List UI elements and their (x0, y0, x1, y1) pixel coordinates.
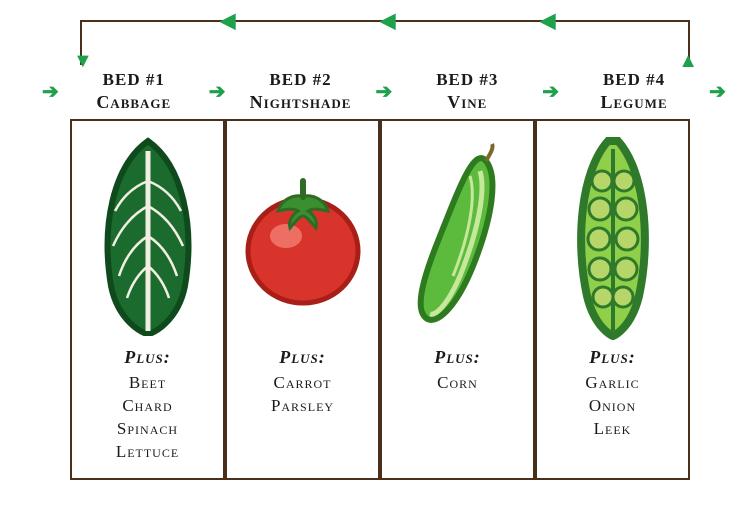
bed-family: Cabbage (63, 92, 205, 113)
bed-family: Vine (396, 92, 538, 113)
forward-arrow-icon: ➔ (209, 79, 226, 104)
list-item: Carrot (271, 372, 334, 395)
companion-list: Corn (437, 372, 478, 395)
return-arrow-icon: ◀ (540, 8, 555, 33)
list-item: Parsley (271, 395, 334, 418)
plus-label: Plus: (434, 347, 481, 368)
cucumber-icon (390, 131, 525, 341)
list-item: Onion (585, 395, 639, 418)
list-item: Corn (437, 372, 478, 395)
list-item: Chard (116, 395, 179, 418)
forward-arrow-icon: ➔ (709, 79, 726, 104)
up-arrow-icon: ▲ (678, 50, 698, 73)
peapod-icon (545, 131, 680, 341)
rotation-return-track: ◀ ◀ ◀ ▼ ▲ (70, 20, 690, 80)
list-item: Leek (585, 418, 639, 441)
list-item: Spinach (116, 418, 179, 441)
forward-arrow-icon: ➔ (542, 79, 559, 104)
bed-cell: Plus: Beet Chard Spinach Lettuce (72, 121, 225, 478)
forward-arrow-icon: ➔ (376, 79, 393, 104)
bed-cell: Plus: Carrot Parsley (225, 121, 380, 478)
list-item: Lettuce (116, 441, 179, 464)
down-arrow-icon: ▼ (73, 50, 93, 73)
list-item: Garlic (585, 372, 639, 395)
return-arrow-icon: ◀ (380, 8, 395, 33)
crop-rotation-diagram: ◀ ◀ ◀ ▼ ▲ ➔ BED #1 Cabbage ➔ BED #2 Nigh… (70, 20, 690, 480)
bed-family: Nightshade (230, 92, 372, 113)
forward-arrow-icon: ➔ (42, 79, 59, 104)
bed-cell: Plus: Corn (380, 121, 535, 478)
bed-family: Legume (563, 92, 705, 113)
list-item: Beet (116, 372, 179, 395)
companion-list: Garlic Onion Leek (585, 372, 639, 441)
bed-cell: Plus: Garlic Onion Leek (535, 121, 688, 478)
plus-label: Plus: (124, 347, 171, 368)
beds-grid: Plus: Beet Chard Spinach Lettuce Plus: C… (70, 119, 690, 480)
tomato-icon (235, 131, 370, 341)
companion-list: Beet Chard Spinach Lettuce (116, 372, 179, 464)
plus-label: Plus: (589, 347, 636, 368)
leaf-icon (80, 131, 215, 341)
plus-label: Plus: (279, 347, 326, 368)
return-arrow-icon: ◀ (220, 8, 235, 33)
companion-list: Carrot Parsley (271, 372, 334, 418)
